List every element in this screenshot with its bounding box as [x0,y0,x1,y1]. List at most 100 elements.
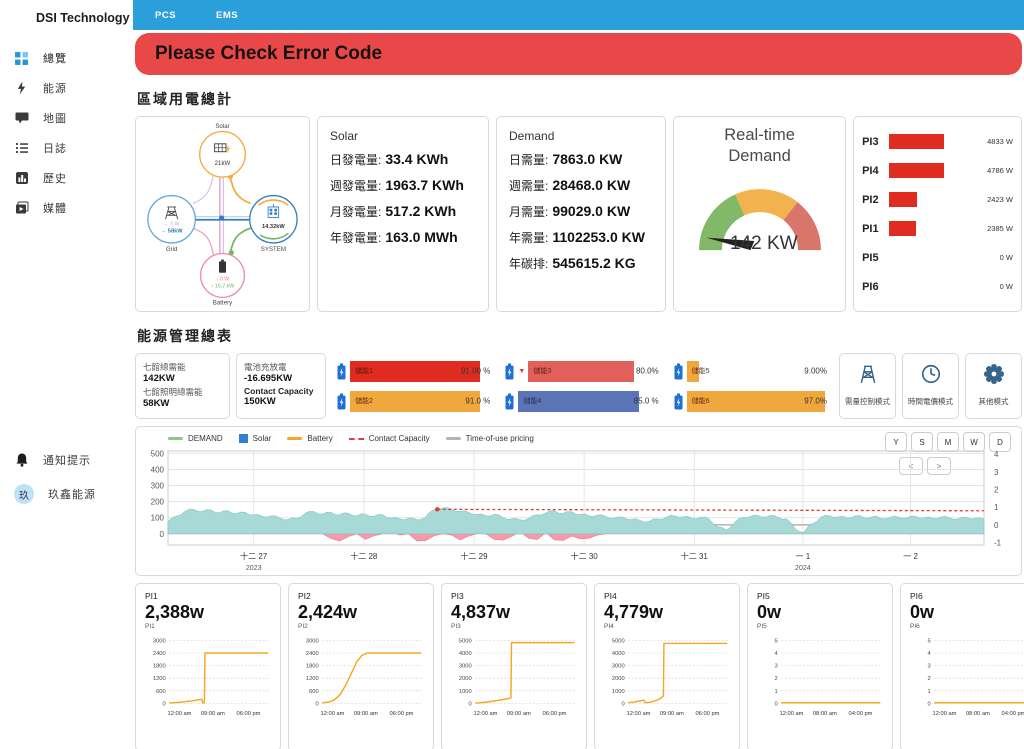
range-month-button[interactable]: M [937,432,959,452]
map-icon [14,111,29,126]
storage-bar [350,360,480,382]
sidebar-item-energy[interactable]: 能源 [0,73,133,103]
demand-control-mode-button[interactable]: 需量控制模式 [839,353,896,419]
error-banner[interactable]: Please Check Error Code [135,33,1022,75]
solar-card-title: Solar [330,129,359,143]
svg-text:300: 300 [151,482,165,491]
svg-text:3000: 3000 [306,638,319,644]
sidebar-item-label: 媒體 [43,203,67,215]
range-week-button[interactable]: W [963,432,985,452]
grid-icon [14,51,29,66]
energy-flow-card: Solar 21kW ← 0 W → 58kW Grid 14.32kW [135,116,310,312]
sidebar-item-label: 地圖 [43,113,67,125]
sidebar-item-account[interactable]: 玖 玖鑫能源 [0,476,133,512]
svg-text:-1: -1 [994,539,1002,548]
other-mode-button[interactable]: 其他模式 [965,353,1022,419]
sidebar-item-overview[interactable]: 總覽 [0,43,133,73]
stat-row: 月發電量: 517.2 KWh [330,203,457,219]
svg-text:06:00 pm: 06:00 pm [390,711,414,717]
svg-text:5: 5 [927,638,930,644]
svg-text:2000: 2000 [612,676,625,682]
energy-timeseries-chart[interactable]: 0 100 200 300 400 500 -1 0 1 2 3 4 十二 27 2023 十二 28 十二 … [138,449,1022,575]
storage-bars: 儲能1 91.00 % ▼ 儲能3 80.0% 儲能5 9.00% [332,353,833,419]
battery-node-icon [218,259,227,273]
svg-text:十二 31: 十二 31 [681,551,709,561]
svg-text:1000: 1000 [459,689,472,695]
tab-pcs[interactable]: PCS [155,9,177,21]
svg-text:3000: 3000 [459,664,472,670]
battery-icon [505,393,514,409]
solar-panel-icon [214,143,231,154]
pi-bar-row: PI3 4833 W [862,134,1013,149]
sidebar-item-media[interactable]: 媒體 [0,193,133,223]
svg-text:3: 3 [927,664,930,670]
svg-text:08:00 am: 08:00 am [966,711,990,717]
flow-grid-node[interactable] [147,194,196,244]
svg-text:3: 3 [774,664,777,670]
list-icon [14,141,29,156]
region-power-row: Solar 21kW ← 0 W → 58kW Grid 14.32kW [135,116,1022,312]
grid-tower-icon [165,206,179,220]
svg-text:1800: 1800 [153,664,166,670]
sidebar-item-log[interactable]: 日誌 [0,133,133,163]
storage-bar [518,390,640,412]
pi-bar [889,134,945,149]
storage-row: 儲能2 91.0 % 儲能4 85.0 % 儲能6 97.0% [336,390,829,412]
svg-text:3000: 3000 [153,638,166,644]
svg-text:06:00 pm: 06:00 pm [543,711,567,717]
chart-legend: DEMAND Solar Battery Contact Capacity Ti… [168,434,534,443]
notifications-label: 通知提示 [43,455,91,467]
pi4-card: PI4 4,779w PI4 5000 4000 3000 2000 1000 0 12:0… [594,583,740,749]
svg-text:4000: 4000 [612,651,625,657]
pi-bar-row: PI6 0 W [862,280,1013,293]
svg-text:0: 0 [160,530,165,539]
tou-mode-button[interactable]: 時間電價模式 [902,353,959,419]
sidebar-item-map[interactable]: 地圖 [0,103,133,133]
battery-icon [337,363,346,379]
gauge-needle [706,237,755,251]
media-icon [14,201,29,216]
next-button[interactable]: > [927,457,951,475]
discharge-warning-icon: ▼ [518,367,526,375]
sidebar-item-label: 能源 [43,83,67,95]
range-day-button[interactable]: D [989,432,1011,452]
sidebar-item-label: 日誌 [43,143,67,155]
topbar: PCS EMS [133,0,1024,30]
svg-text:1000: 1000 [612,689,625,695]
pi-bar-row: PI5 0 W [862,251,1013,264]
svg-text:1200: 1200 [306,676,319,682]
svg-text:2023: 2023 [246,565,262,572]
battery-icon [674,363,683,379]
history-chart-icon [14,171,29,186]
sidebar-item-history[interactable]: 歷史 [0,163,133,193]
svg-text:十二 30: 十二 30 [571,551,599,561]
svg-text:12:00 am: 12:00 am [168,711,192,717]
legend-solar: Solar [238,434,271,443]
pi-bars-card: PI3 4833 W PI4 4786 W PI2 2423 W PI1 2385 W … [853,116,1022,312]
bell-icon [14,453,29,468]
svg-text:600: 600 [156,689,166,695]
tab-ems[interactable]: EMS [216,9,239,21]
svg-text:3000: 3000 [612,664,625,670]
pi5-card: PI5 0w PI5 5 4 3 2 1 0 12:00 am 08:00 am 04:00 p… [747,583,893,749]
svg-text:0: 0 [927,701,930,707]
flow-solar-value: 21kW [215,160,231,167]
stat-row: 日需量: 7863.0 KW [509,151,623,167]
flow-system-node[interactable] [249,194,298,244]
storage-bar [528,360,635,382]
pi4-chart: 5000 4000 3000 2000 1000 012:00 am 09:00 am 06:… [612,638,728,717]
svg-text:600: 600 [309,689,319,695]
flow-battery-node[interactable] [199,252,246,299]
pi1-card: PI1 2,388w PI1 3000 2400 1800 1200 600 0 12:00… [135,583,281,749]
sidebar-item-notifications[interactable]: 通知提示 [0,444,133,476]
stat-row: 年需量: 1102253.0 KW [509,229,645,245]
svg-text:0: 0 [994,521,999,530]
clock-icon [921,364,940,384]
flow-solar-node[interactable] [199,130,246,178]
tower-icon [860,365,875,383]
svg-text:12:00 am: 12:00 am [780,711,804,717]
svg-text:2: 2 [994,486,999,495]
svg-text:4: 4 [927,651,931,657]
svg-text:09:00 am: 09:00 am [507,711,531,717]
gauge-title: Real-time Demand [724,126,795,165]
